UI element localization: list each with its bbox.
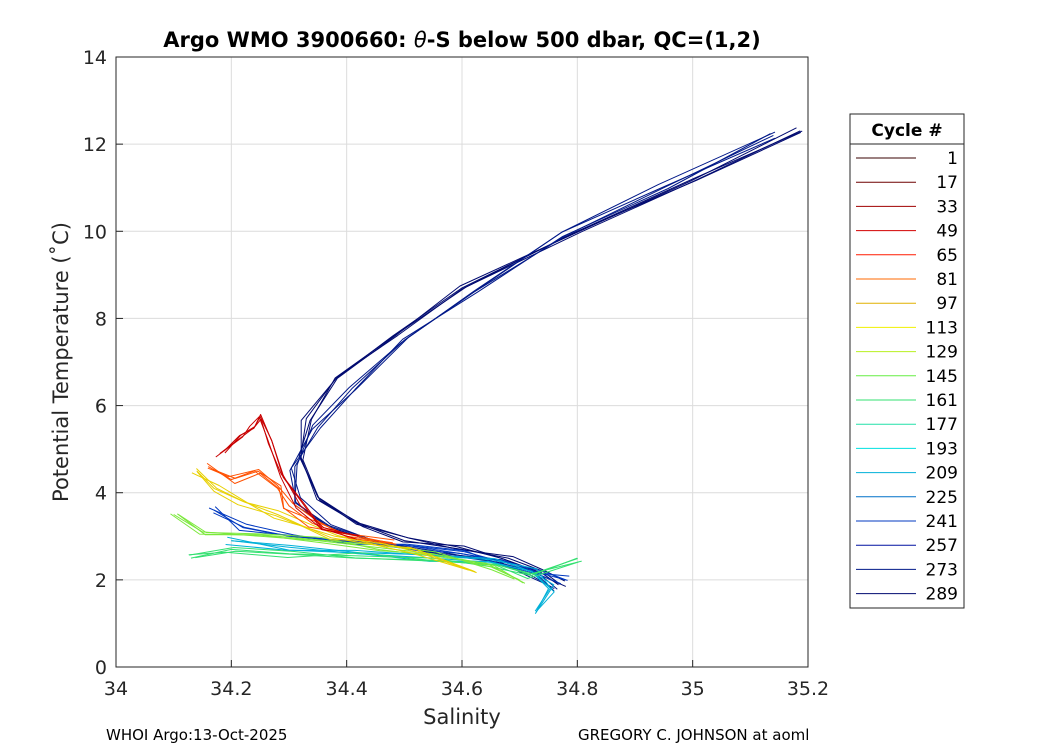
legend-entry: 289 xyxy=(856,585,958,605)
x-axis-label: Salinity xyxy=(423,705,501,729)
x-tick-label: 34 xyxy=(104,678,128,700)
legend-entry: 113 xyxy=(856,318,958,338)
legend-label: 97 xyxy=(936,294,958,314)
legend-entry: 257 xyxy=(856,536,958,556)
series-line xyxy=(215,416,360,537)
x-tick-label: 34.6 xyxy=(441,678,483,700)
series-0 xyxy=(298,127,803,587)
legend-label: 273 xyxy=(926,560,958,580)
series-line xyxy=(178,514,526,584)
legend-entry: 65 xyxy=(856,246,958,266)
series-line xyxy=(170,513,524,584)
x-tick-label: 35.2 xyxy=(787,678,829,700)
legend-label: 225 xyxy=(926,488,958,508)
series-line xyxy=(191,472,469,571)
x-tick-label: 34.2 xyxy=(210,678,252,700)
y-tick-label: 6 xyxy=(95,396,107,418)
series-line xyxy=(231,540,555,614)
plot-series xyxy=(170,127,803,614)
y-tick-label: 8 xyxy=(95,308,107,330)
series-line xyxy=(195,550,582,575)
series-line xyxy=(290,133,771,592)
legend-label: 65 xyxy=(936,246,958,266)
legend-label: 81 xyxy=(936,270,958,290)
y-tick-label: 0 xyxy=(95,657,107,679)
y-tick-label: 4 xyxy=(95,483,107,505)
legend-entry: 17 xyxy=(856,173,958,193)
legend-label: 17 xyxy=(936,173,958,193)
legend-box xyxy=(849,113,965,609)
legend-entry: 49 xyxy=(856,222,958,242)
legend-entry: 241 xyxy=(856,512,958,532)
legend-entry: 273 xyxy=(856,560,958,580)
series-line xyxy=(208,507,562,585)
legend-entry: 193 xyxy=(856,439,958,459)
legend-label: 1 xyxy=(947,149,958,169)
y-tick-label: 2 xyxy=(95,570,107,592)
legend-label: 33 xyxy=(936,197,958,217)
legend-entry: 81 xyxy=(856,270,958,290)
x-axis-ticks: 34 34.2 34.4 34.6 34.8 35 35.2 xyxy=(104,660,829,700)
legend-label: 241 xyxy=(926,512,958,532)
footer-left: WHOI Argo:13-Oct-2025 xyxy=(106,726,287,744)
y-axis-label: Potential Temperature (˚C) xyxy=(49,222,73,502)
series-line xyxy=(196,468,476,573)
legend-entry: 129 xyxy=(856,343,958,363)
legend-entries: 1 17 33 49 65 81 97 113 129 145 161 177 193 209 225 241… xyxy=(856,149,958,605)
legend-entry: 225 xyxy=(856,488,958,508)
series-line xyxy=(302,130,801,587)
y-tick-label: 12 xyxy=(83,134,107,156)
series-line xyxy=(188,551,579,579)
series-5 xyxy=(170,513,526,584)
series-8 xyxy=(215,414,360,540)
legend-entry: 33 xyxy=(856,197,958,217)
series-line xyxy=(196,471,477,574)
legend-entry: 177 xyxy=(856,415,958,435)
legend-label: 113 xyxy=(926,318,958,338)
legend-label: 289 xyxy=(926,585,958,605)
legend-label: 209 xyxy=(926,464,958,484)
series-4 xyxy=(188,547,582,579)
legend-label: 161 xyxy=(926,391,958,411)
legend-label: 49 xyxy=(936,222,958,242)
series-6 xyxy=(191,468,477,574)
y-axis-ticks: 0 2 4 6 8 10 12 14 xyxy=(83,47,123,679)
legend-label: 177 xyxy=(926,415,958,435)
legend-label: 193 xyxy=(926,439,958,459)
legend: Cycle # 1 17 33 49 65 81 97 113 129 145 161 177 193 2… xyxy=(849,113,965,609)
legend-label: 257 xyxy=(926,536,958,556)
chart-title: Argo WMO 3900660: θ-S below 500 dbar, QC… xyxy=(163,28,760,52)
series-line xyxy=(225,544,551,612)
x-tick-label: 34.8 xyxy=(556,678,598,700)
legend-label: 129 xyxy=(926,343,958,363)
legend-entry: 209 xyxy=(856,464,958,484)
y-tick-label: 10 xyxy=(83,221,107,243)
x-tick-label: 35 xyxy=(681,678,705,700)
legend-entry: 145 xyxy=(856,367,958,387)
footer-right: GREGORY C. JOHNSON at aoml xyxy=(578,726,809,744)
legend-entry: 1 xyxy=(856,149,958,169)
x-tick-label: 34.4 xyxy=(326,678,368,700)
legend-label: 145 xyxy=(926,367,958,387)
legend-entry: 97 xyxy=(856,294,958,314)
legend-entry: 161 xyxy=(856,391,958,411)
y-tick-label: 14 xyxy=(83,47,107,69)
legend-title: Cycle # xyxy=(871,121,942,141)
